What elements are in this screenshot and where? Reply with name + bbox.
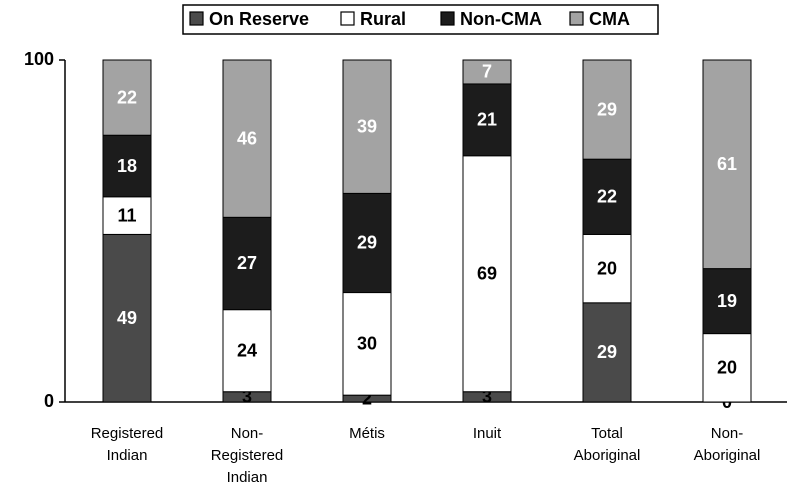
- bar-segment: [582, 59, 632, 160]
- value-label: 30: [357, 334, 377, 354]
- value-label: 49: [117, 308, 137, 328]
- x-tick-label: Total Aboriginal: [574, 425, 641, 464]
- bar-segment: [342, 192, 392, 294]
- x-tick-line: Aboriginal: [574, 447, 641, 464]
- value-label: 11: [117, 205, 136, 225]
- value-label: 69: [477, 264, 497, 284]
- x-tick-label: Métis: [349, 425, 385, 442]
- value-label: 29: [597, 342, 617, 362]
- y-tick-label: 100: [24, 49, 54, 69]
- x-tick-line: Aboriginal: [694, 447, 761, 464]
- value-label: 7: [482, 62, 492, 82]
- x-tick-line: Indian: [107, 447, 148, 464]
- legend-label: On Reserve: [209, 9, 309, 29]
- bar-segment: [342, 59, 392, 194]
- x-tick-line: Total: [591, 425, 623, 442]
- bar-segment: [102, 134, 152, 198]
- bar-segment: [222, 216, 272, 311]
- value-label: 27: [237, 253, 257, 273]
- bar-segment: [582, 233, 632, 304]
- x-tick-line: Non-: [711, 425, 744, 442]
- value-label: 22: [117, 87, 137, 107]
- value-label: 61: [717, 154, 737, 174]
- legend-label: Non-CMA: [460, 9, 542, 29]
- value-label: 3: [242, 387, 252, 407]
- value-label: 18: [117, 156, 137, 176]
- value-label: 19: [717, 291, 737, 311]
- bar-segment: [462, 155, 512, 393]
- bar-segment: [222, 59, 272, 218]
- y-tick-label: 0: [44, 391, 54, 411]
- legend-label: Rural: [360, 9, 406, 29]
- value-label: 2: [362, 388, 372, 408]
- bar-segment: [102, 59, 152, 136]
- value-label: 46: [237, 128, 257, 148]
- bar-segment: [582, 302, 632, 403]
- value-label: 20: [717, 358, 737, 378]
- x-tick-line: Registered: [211, 447, 284, 464]
- value-label: 39: [357, 116, 377, 136]
- bar-segment: [462, 83, 512, 157]
- x-tick-label: Non- Registered Indian: [211, 425, 284, 486]
- bar-segment: [702, 268, 752, 335]
- value-label: 3: [482, 387, 492, 407]
- x-tick-line: Non-: [231, 425, 264, 442]
- bar-segment: [702, 59, 752, 270]
- legend-swatch: [189, 11, 204, 26]
- value-label: 22: [597, 187, 617, 207]
- bar-segment: [102, 233, 152, 403]
- value-label: 24: [237, 340, 257, 360]
- bar-segment: [582, 158, 632, 235]
- legend-label: CMA: [589, 9, 630, 29]
- legend-swatch: [569, 11, 584, 26]
- x-tick-label: Inuit: [473, 425, 502, 442]
- value-label: 20: [597, 258, 617, 278]
- bar-segment: [342, 292, 392, 396]
- x-tick-line: Inuit: [473, 425, 502, 442]
- value-label: 29: [597, 99, 617, 119]
- bar-segment: [702, 333, 752, 403]
- legend-swatch: [440, 11, 455, 26]
- x-tick-line: Métis: [349, 425, 385, 442]
- value-label: 29: [357, 233, 377, 253]
- bar-segment: [222, 309, 272, 393]
- x-tick-label: Registered Indian: [91, 425, 164, 464]
- legend-swatch: [340, 11, 355, 26]
- x-tick-line: Registered: [91, 425, 164, 442]
- x-tick-line: Indian: [227, 469, 268, 486]
- x-tick-label: Non- Aboriginal: [694, 425, 761, 464]
- bar-segment: [462, 59, 512, 85]
- value-label: 21: [477, 110, 497, 130]
